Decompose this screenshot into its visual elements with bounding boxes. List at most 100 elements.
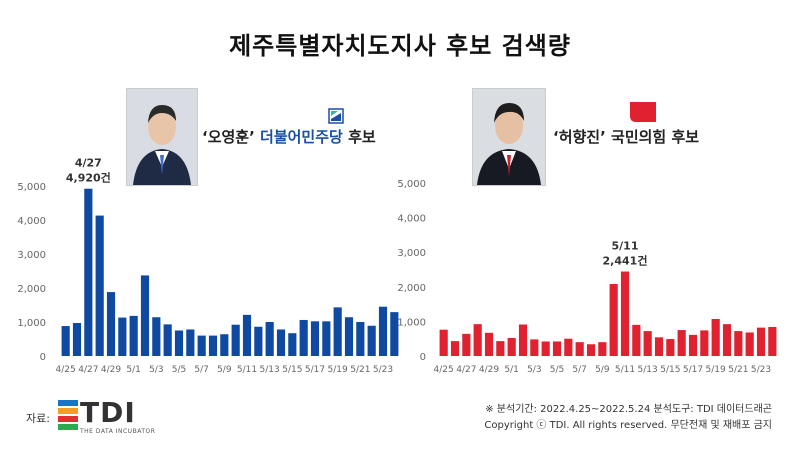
candidate-suffix: 후보	[348, 128, 376, 146]
bar-5-21	[734, 331, 743, 356]
portrait-icon	[473, 89, 545, 185]
x-tick-label: 5/19	[328, 365, 348, 375]
bar-5-5	[174, 330, 184, 356]
peak-value-label: 4,920건	[66, 171, 111, 185]
bar-4-30	[118, 317, 127, 356]
bar-4-29	[106, 292, 116, 356]
x-tick-label: 5/5	[172, 365, 186, 375]
peoples-power-party-logo-icon	[630, 102, 656, 122]
x-tick-label: 5/11	[237, 365, 257, 375]
bar-5-24	[768, 326, 777, 356]
bar-5-20	[722, 324, 732, 356]
bar-5-11	[242, 314, 252, 356]
x-tick-label: 5/19	[706, 365, 726, 375]
bar-5-1	[129, 315, 138, 356]
bar-5-12	[632, 324, 641, 356]
bar-5-8	[208, 335, 218, 356]
bar-4-25	[61, 326, 70, 356]
bar-5-1	[507, 338, 516, 356]
peak-date-label: 5/11	[612, 240, 639, 253]
bar-4-27	[462, 333, 471, 356]
logo-subtitle: THE DATA INCUBATOR	[80, 428, 156, 435]
x-tick-label: 5/1	[126, 365, 140, 375]
candidate-label-left: ‘오영훈’ 더불어민주당 후보	[202, 126, 376, 147]
analysis-note: ※ 분석기간: 2022.4.25~2022.5.24 분석도구: TDI 데이…	[485, 404, 772, 415]
x-tick-label: 5/3	[527, 365, 541, 375]
bar-4-28	[95, 215, 104, 356]
x-tick-label: 5/15	[282, 365, 302, 375]
candidate-label-right: ‘허향진’ 국민의힘 후보	[553, 126, 699, 147]
democratic-party-logo-icon	[328, 108, 344, 124]
bar-4-25	[439, 329, 448, 356]
bar-5-2	[140, 275, 150, 356]
bar-4-27	[84, 188, 93, 356]
x-tick-label: 5/1	[504, 365, 518, 375]
y-tick-label: 1,000	[397, 317, 426, 328]
party-name: 더불어민주당	[260, 128, 343, 146]
chart-title: 제주특별자치도지사 후보 검색량	[229, 32, 571, 60]
bar-5-16	[677, 330, 686, 356]
x-tick-label: 5/13	[260, 365, 280, 375]
x-tick-label: 5/21	[728, 365, 748, 375]
portrait-icon	[127, 89, 197, 185]
bar-5-11	[620, 271, 630, 356]
bar-5-21	[356, 322, 365, 356]
candidate-suffix: 후보	[671, 128, 700, 146]
y-tick-label: 5,000	[17, 182, 46, 193]
bar-5-15	[288, 333, 297, 356]
peak-value-label: 2,441건	[603, 254, 648, 268]
x-tick-label: 4/25	[56, 365, 76, 375]
x-tick-label: 5/23	[373, 365, 393, 375]
copyright-note: Copyright ⓒ TDI. All rights reserved. 무단…	[484, 420, 772, 431]
y-tick-label: 0	[420, 352, 426, 363]
bar-5-7	[575, 342, 584, 356]
party-name: 국민의힘	[611, 128, 667, 146]
x-tick-label: 5/3	[149, 365, 163, 375]
bar-5-7	[197, 335, 206, 356]
bar-5-17	[688, 334, 698, 356]
bar-5-23	[378, 306, 388, 356]
x-tick-label: 5/9	[595, 365, 610, 375]
source-label: 자료:	[26, 412, 50, 425]
x-tick-label: 5/9	[217, 365, 232, 375]
y-tick-label: 3,000	[17, 250, 46, 261]
bar-4-29	[484, 332, 494, 356]
x-tick-label: 5/11	[615, 365, 635, 375]
logo-text: TDI	[80, 396, 136, 429]
y-tick-label: 2,000	[397, 283, 426, 294]
x-tick-label: 5/17	[683, 365, 703, 375]
bar-5-18	[322, 321, 331, 356]
bar-5-3	[530, 339, 539, 356]
bar-4-30	[496, 341, 505, 356]
bar-5-23	[756, 327, 766, 356]
bar-5-13	[265, 322, 274, 356]
bar-5-18	[700, 330, 709, 356]
bar-5-13	[643, 331, 652, 356]
x-tick-label: 5/7	[194, 365, 208, 375]
bar-4-28	[473, 324, 482, 356]
bar-5-22	[745, 332, 754, 356]
x-tick-label: 4/29	[479, 365, 499, 375]
bar-5-14	[654, 337, 664, 356]
tdi-logo-mark-icon	[58, 400, 78, 430]
x-tick-label: 5/5	[550, 365, 564, 375]
y-tick-label: 0	[40, 352, 46, 363]
bar-5-4	[541, 341, 550, 356]
bar-5-3	[152, 317, 161, 356]
candidate-photo-left	[126, 88, 198, 186]
bar-5-10	[609, 284, 618, 356]
y-tick-label: 5,000	[397, 179, 426, 190]
candidate-name: ‘오영훈’	[202, 128, 255, 146]
bar-5-15	[666, 339, 675, 356]
bar-5-6	[564, 338, 573, 356]
bar-5-9	[220, 334, 229, 356]
x-tick-label: 5/15	[660, 365, 680, 375]
y-tick-label: 3,000	[397, 248, 426, 259]
bar-5-4	[163, 324, 172, 356]
peak-date-label: 4/27	[75, 157, 102, 170]
x-tick-label: 5/23	[751, 365, 771, 375]
y-tick-label: 1,000	[17, 318, 46, 329]
bar-5-19	[333, 307, 342, 356]
bar-5-14	[276, 329, 286, 356]
